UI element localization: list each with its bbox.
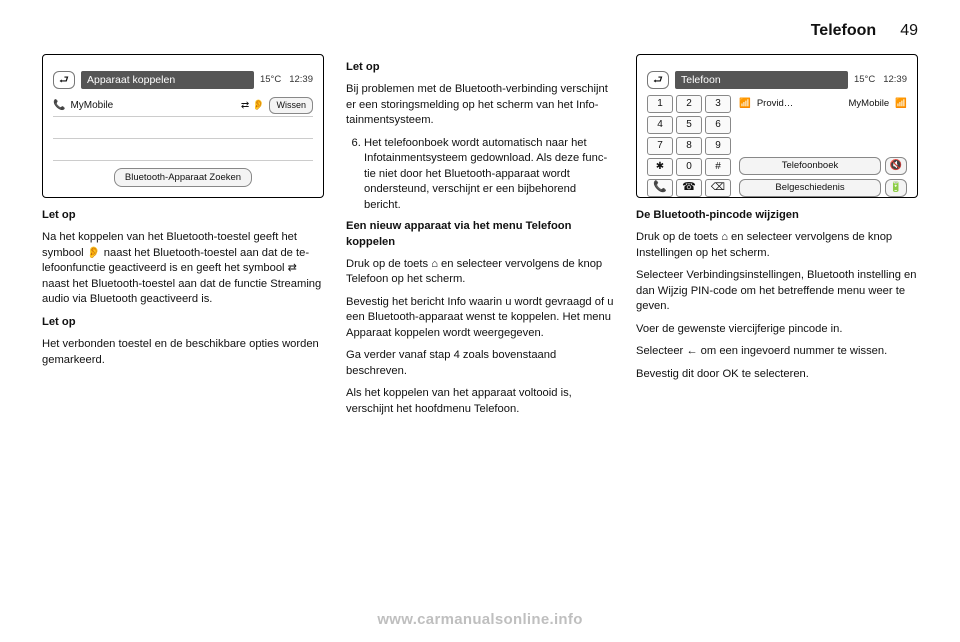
- header-title: Telefoon: [811, 22, 876, 40]
- provider-name: Provid…: [757, 97, 843, 110]
- note-heading: Let op: [42, 208, 324, 223]
- paragraph: Het verbonden toestel en de be­schikbare…: [42, 337, 324, 368]
- column-1: ⮐ Apparaat koppelen 15°C 12:39 📞 MyMobil…: [42, 54, 324, 424]
- keypad-key[interactable]: 6: [705, 116, 731, 134]
- bluetooth-search-button[interactable]: Bluetooth-Apparaat Zoeken: [114, 168, 252, 187]
- column-2: Let op Bij problemen met de Bluetooth-ve…: [346, 54, 614, 424]
- phonebook-button[interactable]: Telefoonboek: [739, 157, 881, 175]
- clock: 12:39: [883, 73, 907, 86]
- keypad-key[interactable]: 7: [647, 137, 673, 155]
- subheading: Een nieuw apparaat via het menu Telefoon…: [346, 219, 614, 250]
- paired-device-name: MyMobile: [849, 97, 890, 110]
- clock: 12:39: [289, 73, 313, 86]
- screen-title: Apparaat koppelen: [81, 71, 254, 89]
- keypad-key[interactable]: #: [705, 158, 731, 176]
- keypad-key[interactable]: 3: [705, 95, 731, 113]
- list-item: Het telefoonboek wordt automa­tisch naar…: [364, 136, 614, 213]
- device-row[interactable]: 📞 MyMobile ⇄ 👂 Wissen: [53, 95, 313, 117]
- paragraph: Na het koppelen van het Bluetooth-toeste…: [42, 230, 324, 307]
- back-icon[interactable]: ⮐: [53, 71, 75, 89]
- temperature: 15°C: [854, 73, 875, 86]
- mute-icon[interactable]: 🔇: [885, 157, 907, 175]
- keypad-key[interactable]: 5: [676, 116, 702, 134]
- note-heading: Let op: [42, 315, 324, 330]
- paragraph: Druk op de toets ⌂ en selecteer ver­volg…: [636, 230, 918, 261]
- device-status-icons: ⇄ 👂: [241, 99, 265, 113]
- keypad-key[interactable]: 1: [647, 95, 673, 113]
- bluetooth-icon: 📶: [895, 97, 907, 110]
- paragraph: Druk op de toets ⌂ en selecteer ver­volg…: [346, 257, 614, 288]
- back-icon[interactable]: ⮐: [647, 71, 669, 89]
- screenshot-pair-device: ⮐ Apparaat koppelen 15°C 12:39 📞 MyMobil…: [42, 54, 324, 198]
- column-3: ⮐ Telefoon 15°C 12:39 1 2 3 4 5 6: [636, 54, 918, 424]
- note-heading: Let op: [346, 60, 614, 75]
- clear-button[interactable]: Wissen: [269, 97, 313, 113]
- screenshot-telephone: ⮐ Telefoon 15°C 12:39 1 2 3 4 5 6: [636, 54, 918, 198]
- signal-icon: 📶: [739, 97, 751, 110]
- paragraph: Voer de gewenste viercijferige pin­code …: [636, 322, 918, 337]
- phone-icon: 📞: [53, 99, 65, 113]
- empty-row: [53, 117, 313, 139]
- header-page-number: 49: [900, 22, 918, 40]
- keypad-key[interactable]: 2: [676, 95, 702, 113]
- paragraph: Selecteer Verbindingsinstellingen, Bluet…: [636, 268, 918, 314]
- subheading: De Bluetooth-pincode wijzigen: [636, 208, 918, 223]
- paragraph: Selecteer ← om een ingevoerd num­mer te …: [636, 344, 918, 359]
- page-header: Telefoon 49: [42, 22, 918, 40]
- keypad-key[interactable]: 0: [676, 158, 702, 176]
- watermark: www.carmanualsonline.info: [0, 611, 960, 628]
- temperature: 15°C: [260, 73, 281, 86]
- device-name: MyMobile: [70, 99, 235, 113]
- paragraph: Als het koppelen van het apparaat voltoo…: [346, 386, 614, 417]
- call-history-button[interactable]: Belgeschiedenis: [739, 179, 881, 197]
- call-key[interactable]: 📞: [647, 179, 673, 197]
- keypad-key[interactable]: 8: [676, 137, 702, 155]
- paragraph: Ga verder vanaf stap 4 zoals boven­staan…: [346, 348, 614, 379]
- dial-keypad: 1 2 3 4 5 6 7 8 9 ✱ 0 # 📞 ☎ ⌫: [647, 95, 731, 197]
- hangup-key[interactable]: ☎: [676, 179, 702, 197]
- backspace-key[interactable]: ⌫: [705, 179, 731, 197]
- keypad-key[interactable]: 9: [705, 137, 731, 155]
- keypad-key[interactable]: ✱: [647, 158, 673, 176]
- screen-title: Telefoon: [675, 71, 848, 89]
- paragraph: Bij problemen met de Bluetooth-ver­bindi…: [346, 82, 614, 128]
- battery-icon: 🔋: [885, 179, 907, 197]
- paragraph: Bevestig dit door OK te selecteren.: [636, 367, 918, 382]
- keypad-key[interactable]: 4: [647, 116, 673, 134]
- empty-row: [53, 139, 313, 161]
- paragraph: Bevestig het bericht Info waarin u wordt…: [346, 295, 614, 341]
